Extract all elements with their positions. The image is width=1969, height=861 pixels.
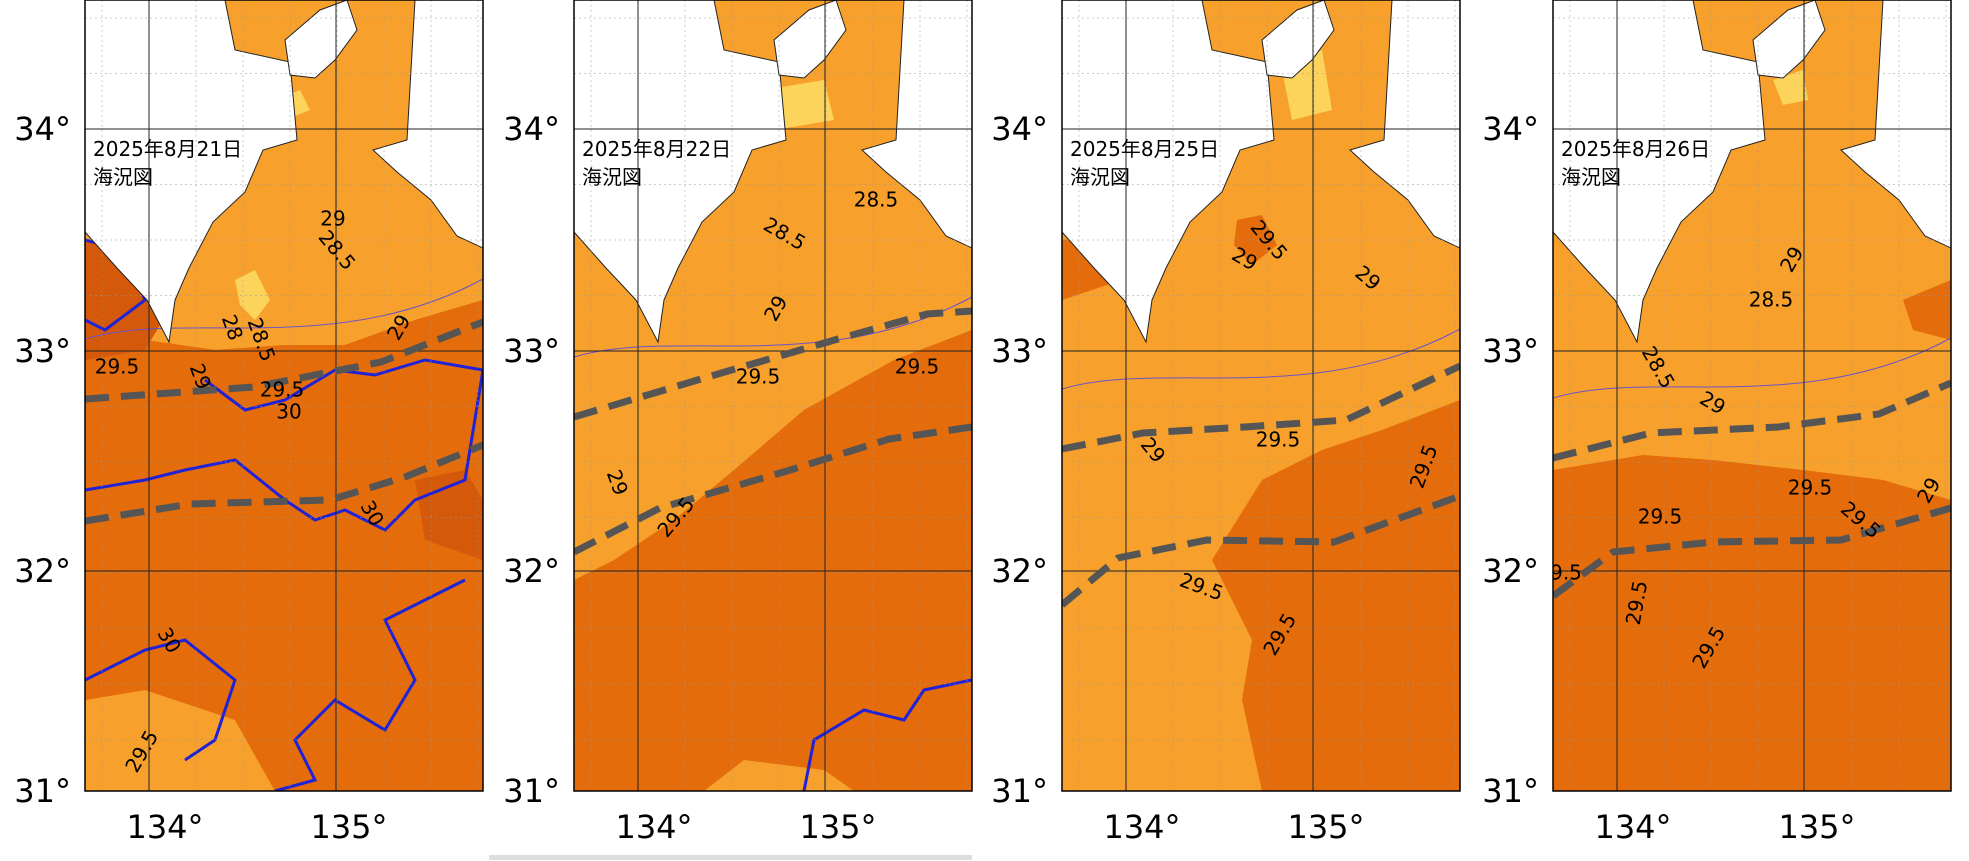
current-axis: [574, 423, 972, 556]
contour-label: 30: [276, 400, 301, 424]
map-date: 2025年8月25日: [1070, 137, 1219, 161]
bay-water: [235, 90, 310, 320]
current-axis: [1553, 379, 1951, 462]
contour-label: 29.5: [895, 355, 940, 379]
lat-label: 34°: [14, 110, 71, 148]
lon-label: 134°: [615, 808, 692, 846]
lon-label: 135°: [1778, 808, 1855, 846]
bay-water: [1773, 70, 1808, 105]
map-date: 2025年8月22日: [582, 137, 731, 161]
island: [1752, 0, 1826, 79]
lat-label: 31°: [14, 772, 71, 810]
map-frame: [1552, 0, 1952, 792]
lon-label: 135°: [1287, 808, 1364, 846]
lat-label: 33°: [1482, 332, 1539, 370]
contour-line: [1553, 337, 1951, 399]
hot-water-region: [85, 300, 483, 791]
land: [1062, 0, 1460, 344]
map-caption: 海況図: [1561, 165, 1621, 189]
lon-label: 135°: [799, 808, 876, 846]
lon-label: 134°: [126, 808, 203, 846]
lat-label: 33°: [14, 332, 71, 370]
contour-label: 29.5: [260, 378, 305, 402]
current-axis: [574, 307, 972, 421]
island: [773, 0, 847, 79]
contour-label: 9.5: [1550, 561, 1582, 585]
current-axis: [1062, 362, 1460, 453]
lat-label: 33°: [503, 332, 560, 370]
current-axis: [85, 318, 483, 403]
map-frame: [1061, 0, 1461, 792]
contour-label: 29: [320, 207, 345, 231]
lat-label: 34°: [1482, 110, 1539, 148]
contour-label: 29.5: [736, 365, 781, 389]
contour-line: [574, 296, 972, 358]
map-caption: 海況図: [93, 165, 153, 189]
island: [284, 0, 358, 79]
contour-30: [85, 358, 483, 532]
contour-label: 29.5: [95, 355, 140, 379]
hot-water-region: [1553, 280, 1951, 791]
map-frame: [84, 0, 484, 792]
land: [85, 0, 483, 344]
lat-label: 32°: [991, 552, 1048, 590]
contour-label: 29.5: [1256, 428, 1301, 452]
contour-label: 28.5: [1749, 288, 1794, 312]
lat-label: 32°: [1482, 552, 1539, 590]
lon-label: 134°: [1103, 808, 1180, 846]
lon-label: 134°: [1594, 808, 1671, 846]
lon-label: 135°: [310, 808, 387, 846]
contour-line: [85, 278, 483, 340]
contour-label: 29.5: [1788, 476, 1833, 500]
contour-label: 28.5: [854, 188, 899, 212]
map-caption: 海況図: [1070, 165, 1130, 189]
lat-label: 31°: [503, 772, 560, 810]
land: [1553, 0, 1951, 344]
land: [574, 0, 972, 344]
lat-label: 31°: [1482, 772, 1539, 810]
current-axis: [1553, 504, 1951, 599]
contour-30: [802, 678, 972, 791]
hot-water-region: [1062, 215, 1460, 791]
island: [1261, 0, 1335, 79]
lat-label: 32°: [503, 552, 560, 590]
contour-line: [1062, 328, 1460, 390]
map-frame: [573, 0, 973, 792]
map-date: 2025年8月21日: [93, 137, 242, 161]
lat-label: 34°: [991, 110, 1048, 148]
lat-label: 33°: [991, 332, 1048, 370]
lat-label: 31°: [991, 772, 1048, 810]
lat-label: 32°: [14, 552, 71, 590]
contour-label: 29.5: [1638, 505, 1683, 529]
scrollbar: [489, 855, 972, 860]
contour-30: [85, 638, 237, 762]
map-date: 2025年8月26日: [1561, 137, 1710, 161]
current-axis: [1062, 492, 1460, 608]
lat-label: 34°: [503, 110, 560, 148]
contour-30: [274, 578, 466, 791]
map-caption: 海況図: [582, 165, 642, 189]
